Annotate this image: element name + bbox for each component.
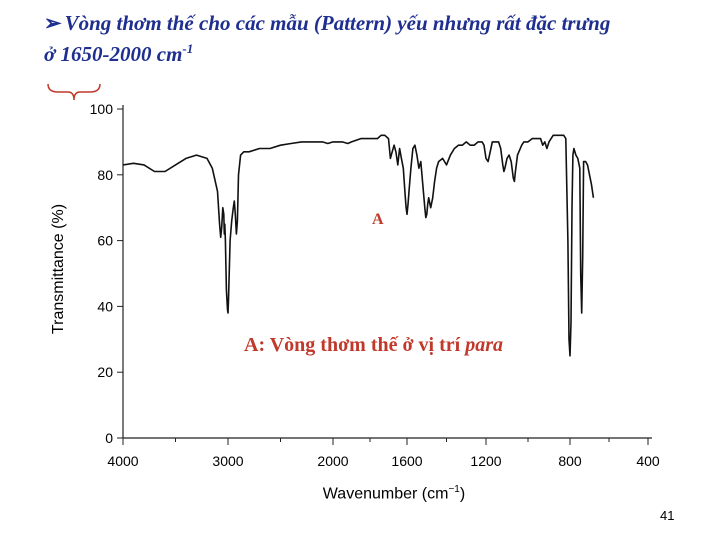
y-tick-label: 100	[90, 101, 114, 117]
x-tick-label: 400	[636, 453, 660, 469]
x-tick-label: 1200	[470, 453, 501, 469]
y-tick-label: 40	[97, 298, 113, 314]
x-axis-title-superscript: −1	[448, 484, 460, 495]
title-range-text: ở 1650-2000 cm	[44, 42, 183, 66]
x-axis-title-text: Wavenumber (cm	[322, 485, 449, 503]
y-axis-title: Transmittance (%)	[50, 203, 67, 335]
y-tick-label: 0	[105, 430, 113, 446]
peak-brace-icon	[47, 83, 101, 101]
y-tick-label: 80	[97, 167, 113, 183]
annotation-caption-emphasis: para	[465, 334, 504, 356]
y-tick-label: 20	[97, 364, 113, 380]
ir-spectrum-figure: 0 20 40 60 80 100 4000 3000 2000 1600 1200 800 400 T…	[44, 82, 676, 508]
annotation-caption-text: A: Vòng thơm thế ở vị trí	[244, 334, 466, 356]
peak-annotation-label: A	[372, 211, 384, 228]
x-axis-title: Wavenumber (cm−1)	[322, 484, 466, 503]
x-tick-label: 3000	[212, 453, 243, 469]
title-main-text: Vòng thơm thế cho các mẫu (Pattern) yếu …	[64, 11, 611, 35]
slide-title: ➢ Vòng thơm thế cho các mẫu (Pattern) yếu…	[44, 10, 694, 67]
x-tick-label: 4000	[107, 453, 138, 469]
x-tick-label: 2000	[317, 453, 348, 469]
title-range-superscript: -1	[182, 41, 194, 56]
x-tick-label: 800	[558, 453, 582, 469]
page-number: 41	[660, 508, 675, 523]
y-tick-label: 60	[97, 233, 113, 249]
spectrum-line	[122, 134, 595, 357]
arrow-bullet-icon: ➢	[44, 11, 62, 35]
x-tick-label: 1600	[391, 453, 422, 469]
annotation-caption: A: Vòng thơm thế ở vị trí para	[244, 334, 503, 357]
ir-spectrum-chart: 0 20 40 60 80 100 4000 3000 2000 1600 1200 800 400	[90, 101, 660, 469]
